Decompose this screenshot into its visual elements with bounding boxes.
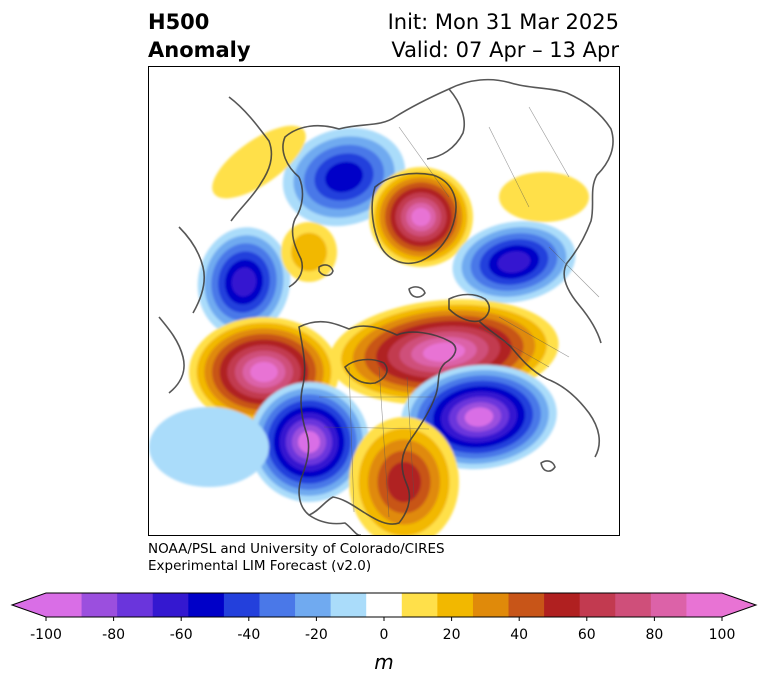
valid-dates: Valid: 07 Apr – 13 Apr [391, 38, 619, 62]
colorbar-segment [46, 593, 83, 617]
colorbar-segment [259, 593, 296, 617]
positive-anomaly-center [369, 167, 473, 267]
colorbar-segment [472, 593, 510, 617]
positive-anomaly-center [349, 417, 459, 535]
colorbar-segment [295, 593, 332, 617]
negative-anomaly-center [282, 127, 406, 227]
colorbar-segment [544, 593, 581, 617]
anomaly-contour [231, 267, 257, 297]
colorbar-tick-label: 80 [645, 627, 664, 643]
anomaly-contour [497, 251, 531, 273]
colorbar-segment [401, 593, 438, 617]
title-line-2: Anomaly [148, 38, 251, 62]
anomaly-contour [149, 407, 269, 487]
positive-anomaly-center [281, 222, 337, 282]
colorbar-segment [366, 593, 403, 617]
colorbar-segment [81, 593, 118, 617]
init-date: Init: Mon 31 Mar 2025 [387, 10, 619, 34]
anomaly-contour [386, 461, 422, 503]
colorbar-segment [152, 593, 189, 617]
anomaly-contour [250, 361, 278, 383]
credit-line-1: NOAA/PSL and University of Colorado/CIRE… [148, 541, 445, 557]
title-line-1: H500 [148, 10, 210, 34]
colorbar-segment [188, 593, 225, 617]
colorbar-segment [330, 593, 367, 617]
positive-anomaly-center [499, 172, 589, 222]
colorbar-tick-label: -40 [237, 627, 261, 643]
colorbar-tick-label: 20 [442, 627, 461, 643]
colorbar-tick-label: 60 [577, 627, 596, 643]
colorbar-segment [650, 593, 687, 617]
colorbar-segments [10, 592, 758, 621]
anomaly-contour [291, 232, 327, 272]
anomaly-map [148, 66, 620, 536]
anomaly-contour [411, 207, 431, 227]
colorbar-segment [615, 593, 652, 617]
forecast-dates: Init: Mon 31 Mar 2025 Valid: 07 Apr – 13… [388, 8, 619, 64]
borders [319, 106, 600, 518]
colorbar-tick-label: 100 [708, 627, 736, 643]
credit-line-2: Experimental LIM Forecast (v2.0) [148, 558, 372, 574]
map-title: H500 Anomaly [148, 8, 251, 64]
negative-anomaly-center [149, 407, 269, 487]
colorbar [10, 592, 758, 621]
negative-anomaly-center [197, 227, 291, 337]
colorbar-segment [686, 593, 723, 617]
anomaly-contour [325, 161, 363, 193]
anomaly-contour [499, 172, 589, 222]
colorbar-segment [117, 593, 154, 617]
map-canvas [149, 78, 614, 535]
colorbar-segment [223, 593, 260, 617]
colorbar-under-extension [12, 593, 46, 617]
colorbar-segment [508, 593, 545, 617]
anomaly-field [149, 125, 589, 535]
negative-anomaly-center [452, 221, 576, 303]
coastlines [158, 78, 614, 535]
colorbar-tick-label: 40 [510, 627, 529, 643]
colorbar-tick-label: 0 [379, 627, 389, 643]
colorbar-tick-label: -60 [169, 627, 193, 643]
credit-text: NOAA/PSL and University of Colorado/CIRE… [148, 541, 445, 575]
anomaly-contour [464, 407, 494, 427]
colorbar-tick-label: -20 [304, 627, 328, 643]
colorbar-segment [579, 593, 616, 617]
colorbar-segment [437, 593, 474, 617]
colorbar-tick-label: -100 [30, 627, 62, 643]
colorbar-over-extension [722, 593, 756, 617]
colorbar-tick-label: -80 [102, 627, 126, 643]
colorbar-unit: m [374, 650, 394, 674]
